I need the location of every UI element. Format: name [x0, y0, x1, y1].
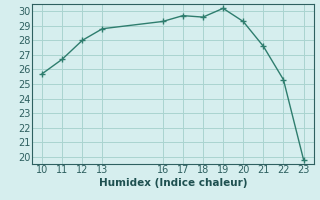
X-axis label: Humidex (Indice chaleur): Humidex (Indice chaleur) [99, 178, 247, 188]
